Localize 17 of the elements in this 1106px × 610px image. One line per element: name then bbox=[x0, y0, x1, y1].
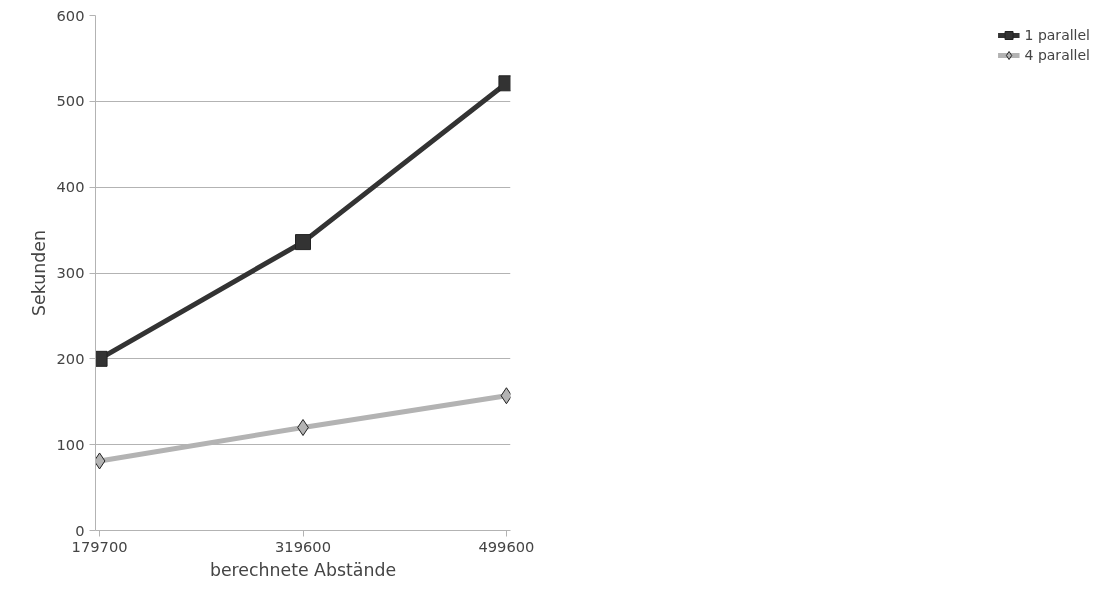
point bbox=[297, 419, 309, 436]
y-tick-label: 100 bbox=[56, 435, 85, 453]
y-tick-label: 200 bbox=[56, 349, 85, 367]
point bbox=[498, 75, 511, 92]
y-tick-label: 500 bbox=[56, 92, 85, 110]
y-tick-label: 400 bbox=[56, 178, 85, 196]
legend-label: 4 parallel bbox=[1024, 47, 1090, 63]
point bbox=[95, 350, 108, 367]
x-tick-label: 319600 bbox=[275, 537, 331, 555]
x-axis-title: berechnete Abstände bbox=[209, 559, 397, 580]
y-tick-label: 600 bbox=[56, 6, 85, 24]
legend-label: 1 parallel bbox=[1024, 27, 1090, 43]
y-tick-label: 300 bbox=[56, 264, 85, 281]
x-tick-label: 499600 bbox=[478, 537, 535, 555]
x-tick-label: 179700 bbox=[71, 537, 128, 555]
y-axis-title: Sekunden bbox=[28, 230, 49, 316]
y-tick-label: 0 bbox=[75, 521, 85, 539]
